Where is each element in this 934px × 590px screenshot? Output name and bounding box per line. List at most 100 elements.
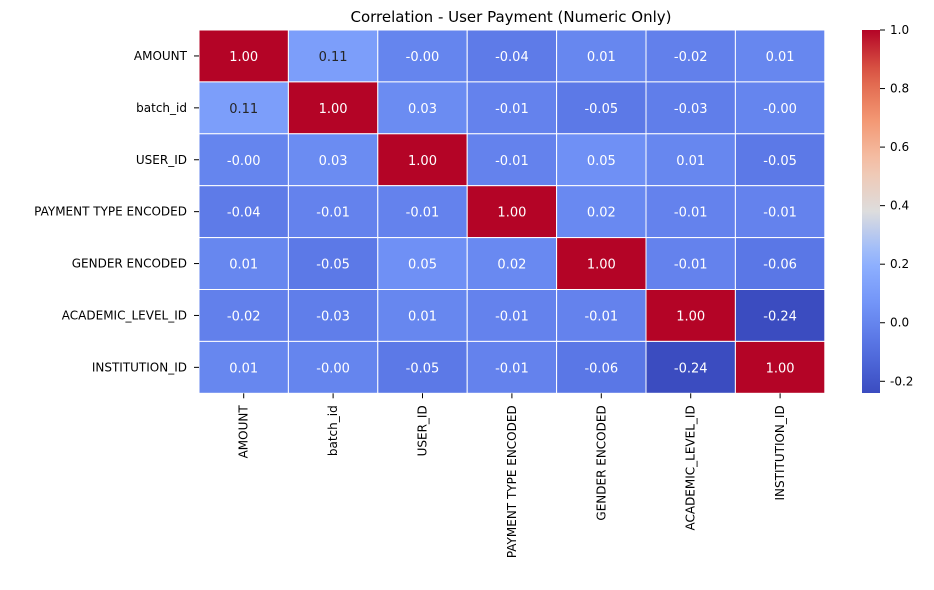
cell-value-label: 0.01 (587, 50, 616, 65)
cell-value-label: -0.05 (316, 258, 350, 273)
cell-value-label: 0.03 (319, 154, 348, 169)
x-tick-label: GENDER ENCODED (594, 405, 608, 520)
x-tick-label: batch_id (326, 405, 340, 456)
heatmap-cell (556, 81, 647, 135)
cell-value-label: 1.00 (587, 258, 616, 273)
cell-value-label: -0.24 (674, 361, 708, 376)
cell-value-label: 1.00 (676, 309, 705, 324)
cell-value-label: 0.05 (408, 258, 437, 273)
heatmap-cell (734, 133, 826, 187)
heatmap-cell (198, 29, 289, 83)
cell-value-label: 0.01 (408, 309, 437, 324)
colorbar-tick-label: 0.8 (890, 82, 909, 96)
colorbar-tick-label: 0.2 (890, 257, 909, 271)
heatmap-cell (287, 289, 379, 342)
cell-value-label: -0.06 (584, 361, 618, 376)
cell-value-label: 1.00 (497, 206, 526, 221)
cell-value-label: -0.01 (584, 309, 618, 324)
y-tick-label: PAYMENT TYPE ENCODED (34, 205, 187, 219)
cell-value-label: 1.00 (766, 361, 795, 376)
cell-value-label: -0.01 (495, 309, 529, 324)
cell-value-label: -0.01 (406, 206, 440, 221)
heatmap-cell (377, 81, 468, 135)
cell-value-label: 0.02 (587, 206, 616, 221)
heatmap-cell (198, 185, 289, 239)
x-tick-label: AMOUNT (237, 405, 251, 459)
cell-value-label: -0.05 (406, 361, 440, 376)
cell-value-label: 0.05 (587, 154, 616, 169)
heatmap-cell (734, 289, 826, 342)
cell-value-label: 0.03 (408, 102, 437, 117)
cell-value-label: -0.01 (495, 361, 529, 376)
heatmap-cell (645, 340, 736, 394)
cell-value-label: -0.01 (674, 206, 708, 221)
y-tick-label: GENDER ENCODED (72, 257, 187, 271)
x-tick-label: INSTITUTION_ID (773, 405, 787, 500)
cell-value-label: 1.00 (319, 102, 348, 117)
x-tick-labels: AMOUNT batch_id USER_ID PAYMENT TYPE ENCODE… (237, 393, 787, 558)
cell-value-label: -0.02 (674, 50, 708, 65)
y-tick-label: batch_id (136, 101, 187, 115)
heatmap-cell (377, 133, 468, 187)
y-tick-label: AMOUNT (134, 49, 188, 63)
cell-value-label: -0.01 (316, 206, 350, 221)
cell-value-label: -0.04 (227, 206, 261, 221)
colorbar-tick-label: 0.6 (890, 140, 909, 154)
cell-value-label: -0.06 (763, 258, 797, 273)
cell-value-label: 0.11 (229, 102, 258, 117)
cell-value-label: -0.00 (316, 361, 350, 376)
colorbar-tick-label: 1.0 (890, 23, 909, 37)
cell-value-label: 0.01 (766, 50, 795, 65)
colorbar-gradient (862, 30, 880, 393)
cell-value-label: -0.02 (227, 309, 261, 324)
cell-value-label: -0.24 (763, 309, 797, 324)
colorbar: -0.2 0.0 0.2 0.4 0.6 0.8 1.0 (862, 23, 913, 393)
heatmap-cell (645, 29, 736, 83)
cell-value-label: -0.01 (495, 102, 529, 117)
cell-value-label: -0.03 (316, 309, 350, 324)
heatmap-cell (287, 133, 379, 187)
cell-value-label: 0.01 (229, 258, 258, 273)
cell-value-label: -0.01 (763, 206, 797, 221)
cell-value-label: -0.05 (763, 154, 797, 169)
heatmap-cell (556, 133, 647, 187)
chart-title: Correlation - User Payment (Numeric Only… (350, 8, 671, 26)
colorbar-tick-label: 0.4 (890, 199, 909, 213)
cell-value-label: -0.00 (406, 50, 440, 65)
heatmap-cell (556, 289, 647, 342)
cell-value-label: 0.02 (497, 258, 526, 273)
heatmap-cell (287, 185, 379, 239)
y-tick-labels: AMOUNT batch_id USER_ID PAYMENT TYPE ENCODE… (34, 49, 199, 374)
x-tick-label: PAYMENT TYPE ENCODED (505, 405, 519, 558)
cell-value-label: 1.00 (408, 154, 437, 169)
cell-value-label: -0.01 (495, 154, 529, 169)
heatmap-cell (734, 340, 826, 394)
heatmap-cell (466, 29, 558, 83)
cell-value-label: -0.00 (227, 154, 261, 169)
colorbar-tick-label: -0.2 (890, 374, 913, 388)
y-tick-label: ACADEMIC_LEVEL_ID (62, 308, 187, 322)
cell-value-label: -0.00 (763, 102, 797, 117)
cell-value-label: -0.01 (674, 258, 708, 273)
heatmap-cell (466, 185, 558, 239)
heatmap-cell (377, 289, 468, 342)
heatmap-cell (377, 237, 468, 291)
heatmap-cell (198, 340, 289, 394)
cell-value-label: 0.01 (229, 361, 258, 376)
heatmap-cell (466, 133, 558, 187)
heatmap-cell (198, 289, 289, 342)
heatmap-cell (198, 237, 289, 291)
heatmap-cells: 1.00 0.11 -0.00 -0.04 0.01 -0.02 0.01 0.11 1.00 0… (198, 29, 826, 394)
x-tick-label: ACADEMIC_LEVEL_ID (684, 405, 698, 530)
heatmap-cell (287, 29, 379, 83)
heatmap-cell (645, 185, 736, 239)
cell-value-label: -0.03 (674, 102, 708, 117)
y-tick-label: INSTITUTION_ID (92, 360, 187, 374)
heatmap-cell (734, 185, 826, 239)
heatmap-cell (734, 81, 826, 135)
heatmap-cell (377, 340, 468, 394)
heatmap-cell (645, 133, 736, 187)
heatmap-cell (556, 340, 647, 394)
cell-value-label: -0.04 (495, 50, 529, 65)
